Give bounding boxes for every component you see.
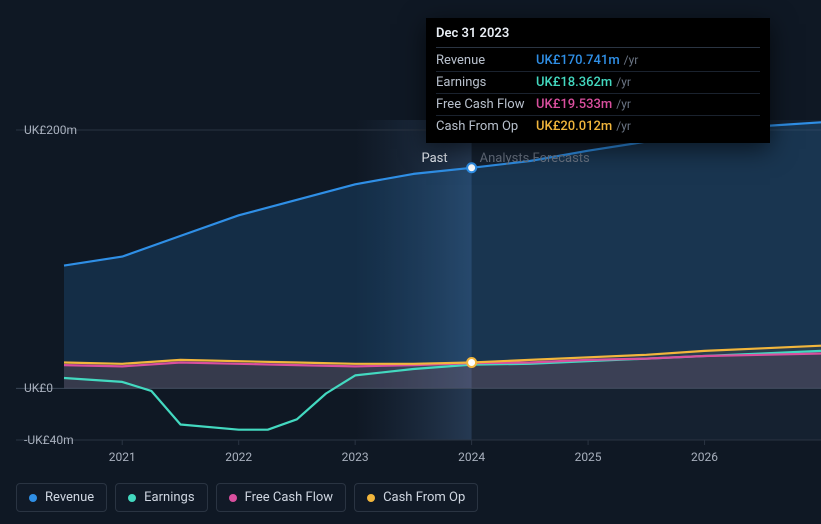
tooltip-row-label: Earnings bbox=[436, 75, 536, 90]
legend-item-fcf[interactable]: Free Cash Flow bbox=[216, 483, 346, 512]
y-axis-tick-label: UK£200m bbox=[24, 123, 77, 137]
tooltip-row-label: Free Cash Flow bbox=[436, 97, 536, 112]
legend-item-cfo[interactable]: Cash From Op bbox=[354, 483, 478, 512]
x-axis-tick-label: 2022 bbox=[225, 450, 252, 464]
tooltip-row-value: UK£18.362m bbox=[536, 75, 612, 90]
legend-item-label: Cash From Op bbox=[383, 490, 465, 505]
chart-legend: Revenue Earnings Free Cash Flow Cash From O… bbox=[16, 483, 478, 512]
past-section-label: Past bbox=[421, 151, 447, 166]
tooltip-row: RevenueUK£170.741m/yr bbox=[436, 50, 760, 72]
tooltip-row: Free Cash FlowUK£19.533m/yr bbox=[436, 94, 760, 116]
tooltip-row-unit: /yr bbox=[624, 53, 639, 67]
tooltip-row-value: UK£170.741m bbox=[536, 53, 620, 68]
x-axis-tick-label: 2025 bbox=[575, 450, 602, 464]
legend-dot-icon bbox=[367, 494, 375, 502]
x-axis-tick-label: 2021 bbox=[109, 450, 136, 464]
tooltip-row-value: UK£19.533m bbox=[536, 97, 612, 112]
tooltip-row: EarningsUK£18.362m/yr bbox=[436, 72, 760, 94]
tooltip-row-unit: /yr bbox=[616, 75, 631, 89]
legend-dot-icon bbox=[128, 494, 136, 502]
y-axis-tick-label: -UK£40m bbox=[24, 433, 74, 447]
x-axis-tick-label: 2023 bbox=[342, 450, 369, 464]
tooltip-row-unit: /yr bbox=[616, 97, 631, 111]
tooltip-date: Dec 31 2023 bbox=[436, 26, 760, 48]
x-axis-tick-label: 2026 bbox=[691, 450, 718, 464]
tooltip-row: Cash From OpUK£20.012m/yr bbox=[436, 116, 760, 137]
legend-item-label: Revenue bbox=[45, 490, 94, 505]
tooltip-row-label: Cash From Op bbox=[436, 119, 536, 134]
legend-item-revenue[interactable]: Revenue bbox=[16, 483, 107, 512]
tooltip-row-label: Revenue bbox=[436, 53, 536, 68]
chart-tooltip: Dec 31 2023 RevenueUK£170.741m/yrEarning… bbox=[426, 18, 770, 143]
legend-item-label: Earnings bbox=[144, 490, 194, 505]
legend-item-earnings[interactable]: Earnings bbox=[115, 483, 207, 512]
legend-item-label: Free Cash Flow bbox=[245, 490, 333, 505]
forecast-section-label: Analysts Forecasts bbox=[480, 151, 590, 166]
tooltip-row-unit: /yr bbox=[616, 119, 631, 133]
tooltip-row-value: UK£20.012m bbox=[536, 119, 612, 134]
x-axis-tick-label: 2024 bbox=[458, 450, 485, 464]
legend-dot-icon bbox=[229, 494, 237, 502]
y-axis-tick-label: UK£0 bbox=[24, 381, 53, 395]
legend-dot-icon bbox=[29, 494, 37, 502]
